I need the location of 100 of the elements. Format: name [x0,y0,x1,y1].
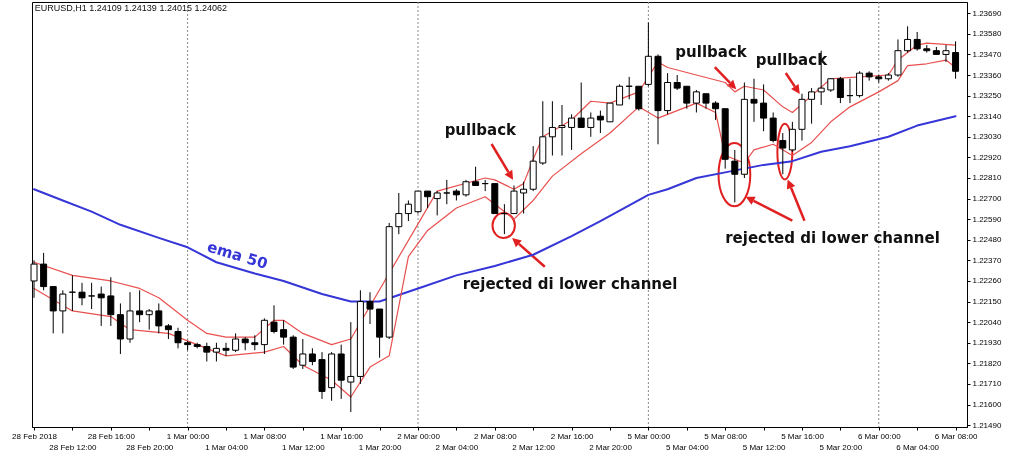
x-tick-label: 1 Mar 00:00 [166,431,210,441]
x-tick-label: 2 Mar 08:00 [473,431,518,441]
candlestick [596,110,604,134]
y-tick-label: 1.23030 [972,132,1002,142]
candlestick [788,121,796,153]
candlestick [299,338,307,370]
candlestick [203,342,211,362]
y-tick-label: 1.22040 [972,317,1002,327]
y-tick-label: 1.22150 [972,297,1002,307]
y-tick-label: 1.22480 [972,235,1002,245]
x-tick-label: 5 Mar 04:00 [665,442,710,452]
x-tick-label: 28 Feb 16:00 [87,431,136,441]
x-tick-label: 2 Mar 16:00 [550,431,594,441]
x-tick-label: 6 Mar 04:00 [896,442,940,452]
candlestick [942,44,950,63]
candlestick [808,87,816,125]
candlestick [712,100,720,121]
x-tick-label: 28 Feb 2018 [12,431,58,441]
y-tick-label: 1.22810 [972,173,1002,183]
candlestick [347,321,355,413]
x-tick-label: 5 Mar 16:00 [781,431,825,441]
candlestick [568,113,576,151]
y-tick-label: 1.21600 [972,400,1002,410]
y-tick-label: 1.21710 [972,379,1002,389]
candlestick [779,132,787,175]
candlestick [769,111,777,143]
x-tick-label: 1 Mar 08:00 [243,431,287,441]
candlestick [433,190,441,216]
x-tick-label: 5 Mar 12:00 [742,442,786,452]
annotation: rejected di lower channel [725,229,940,247]
y-tick-label: 1.22370 [972,255,1002,265]
text: ema 50 [205,237,270,273]
x-tick-label: 2 Mar 04:00 [435,442,479,452]
candlestick [366,291,374,325]
candlestick [155,302,163,334]
candlestick [558,104,566,157]
candlestick [616,83,624,106]
candlestick [606,102,614,123]
candlestick [587,111,595,138]
candlestick [78,282,86,306]
y-tick-label: 1.22260 [972,276,1002,286]
y-tick-label: 1.23580 [972,29,1002,39]
candlestick [40,252,48,291]
y-tick-label: 1.22700 [972,194,1002,204]
candlestick [97,286,105,327]
annotation: pullback [675,42,748,61]
x-tick-label: 28 Feb 12:00 [49,442,98,452]
y-tick-label: 1.23140 [972,111,1002,121]
y-tick-label: 1.21930 [972,338,1002,348]
candlestick [548,100,556,157]
y-tick-label: 1.22920 [972,152,1002,162]
candlestick [395,192,403,235]
x-tick-label: 1 Mar 16:00 [320,431,364,441]
candlestick [212,342,220,362]
candlestick [913,31,921,52]
candlestick [856,70,864,98]
y-tick-label: 1.23360 [972,70,1002,80]
x-tick-label: 28 Feb 20:00 [126,442,174,452]
candlestick [404,199,412,222]
annotation: rejected di lower channel [462,275,678,294]
x-tick-label: 1 Mar 20:00 [358,442,402,452]
x-tick-label: 2 Mar 12:00 [512,442,556,452]
x-tick-label: 1 Mar 04:00 [205,442,249,452]
y-tick-label: 1.23250 [972,91,1002,101]
candlestick [280,319,288,346]
y-tick-label: 1.22590 [972,214,1002,224]
candlestick [270,304,278,334]
candlestick [472,166,480,186]
x-tick-label: 5 Mar 00:00 [627,431,671,441]
candlestick [904,25,912,54]
candlestick [222,342,230,357]
x-tick-label: 5 Mar 08:00 [704,431,748,441]
x-tick-label: 6 Mar 08:00 [934,431,978,441]
x-tick-label: 2 Mar 00:00 [397,431,441,441]
x-tick-label: 6 Mar 00:00 [857,431,902,441]
x-tick-label: 2 Mar 20:00 [589,442,633,452]
candlestick [414,190,422,215]
candlestick [107,276,115,327]
candlestick [136,289,144,323]
x-tick-label: 1 Mar 12:00 [281,442,326,452]
candlestick [232,332,240,353]
annotation: pullback [444,120,518,139]
candlestick [577,82,585,128]
candlestick [635,85,643,112]
candlestick [145,308,153,331]
y-tick-label: 1.21820 [972,358,1002,368]
candlestick [836,76,844,104]
y-tick-label: 1.23470 [972,49,1002,59]
candlestick [731,149,739,203]
candlestick [683,85,691,110]
y-tick-label: 1.21490 [972,420,1002,430]
candlestick [750,78,758,123]
candlestick [174,327,182,349]
candlestick [59,289,67,334]
candlestick [510,184,518,215]
candlestick [692,89,700,113]
candlestick [952,40,960,80]
candlestick [88,282,96,310]
candlestick [520,181,528,215]
x-tick-label: 5 Mar 20:00 [819,442,863,452]
